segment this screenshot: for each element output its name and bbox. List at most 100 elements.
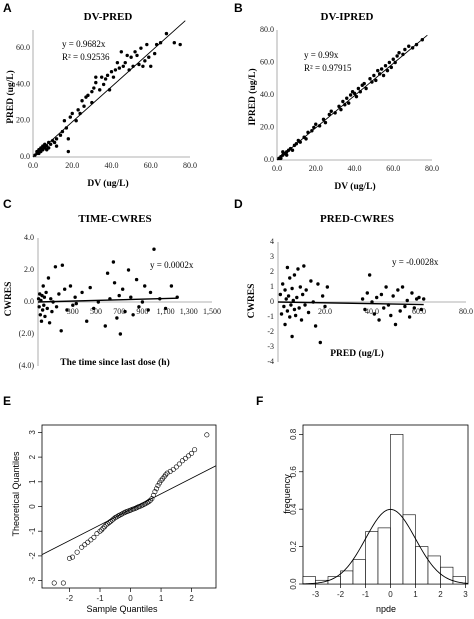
chart-d-point — [389, 313, 393, 318]
chart-c-point — [54, 305, 59, 309]
chart-c-point — [88, 285, 92, 290]
chart-d-point — [281, 282, 285, 286]
chart-a-point — [143, 59, 147, 63]
chart-b-point — [376, 68, 380, 73]
chart-a-point — [58, 133, 63, 137]
chart-d-equation: y = -0.0028x — [392, 257, 439, 267]
chart-d-point — [296, 267, 300, 271]
chart-f-y-tick-label: 0.6 — [289, 466, 298, 478]
chart-d-point — [282, 304, 286, 309]
chart-a-point — [80, 99, 84, 103]
chart-c-point — [134, 277, 139, 282]
chart-e-point — [85, 539, 91, 545]
chart-d-point — [377, 318, 381, 322]
chart-e-reference-line — [41, 465, 217, 556]
chart-d-point — [396, 288, 400, 292]
chart-a-x-tick-label: 80.0 — [183, 161, 197, 170]
chart-b-point — [383, 64, 388, 68]
chart-d-point — [313, 324, 318, 328]
chart-a-equation: y = 0.9682x — [62, 39, 106, 49]
chart-e-x-tick-label: 0 — [128, 594, 133, 603]
chart-a-point — [47, 146, 51, 150]
chart-d-point — [391, 294, 395, 298]
chart-d-point — [363, 307, 367, 312]
chart-e-point — [51, 580, 57, 586]
chart-c-point — [146, 308, 150, 312]
chart-b-x-tick-label: 40.0 — [348, 164, 362, 173]
chart-b-point — [377, 72, 382, 76]
chart-e-point — [108, 518, 114, 524]
chart-b-y-tick-label: 20.0 — [260, 122, 274, 131]
chart-c-point — [68, 284, 73, 288]
chart-d-point — [309, 279, 313, 283]
chart-e-point — [105, 521, 111, 527]
chart-d-y-tick-label: -3 — [267, 342, 274, 351]
chart-a-point — [60, 129, 65, 134]
chart-d-point — [316, 282, 320, 286]
chart-e-point — [192, 447, 198, 453]
chart-a-x-tick-label: 0.0 — [28, 161, 38, 170]
chart-e-y-tick-label: -2 — [28, 552, 37, 560]
chart-b-point — [379, 67, 384, 71]
chart-d-point — [370, 300, 374, 304]
chart-d-point — [320, 294, 325, 298]
chart-a-point — [52, 140, 57, 145]
chart-c-x-tick-label: 700 — [113, 307, 125, 316]
panel-label-b: B — [234, 1, 243, 15]
chart-d-point — [382, 306, 386, 310]
chart-d-point — [299, 318, 304, 322]
chart-d-x-tick-label: 60.0 — [412, 307, 426, 316]
chart-d-point — [367, 273, 372, 277]
chart-e-ylabel: Theoretical Quantiles — [11, 451, 21, 537]
chart-d-point — [288, 315, 292, 319]
chart-a-point — [119, 50, 124, 54]
chart-c-point — [57, 292, 61, 296]
chart-f-x-tick-label: -3 — [312, 590, 320, 599]
chart-d-point — [365, 291, 369, 295]
chart-b-point — [397, 51, 401, 55]
chart-e-point — [152, 489, 158, 495]
chart-b-point — [407, 44, 411, 48]
chart-e-point — [158, 478, 164, 484]
chart-b-point — [374, 78, 378, 83]
chart-e-y-tick-label: 3 — [28, 430, 37, 435]
chart-e-point — [164, 470, 170, 476]
chart-b-ylabel: IPRED (ug/L) — [247, 68, 258, 125]
chart-c-point — [112, 281, 117, 285]
chart-d-point — [419, 307, 424, 312]
chart-e-point — [146, 499, 152, 505]
chart-d-point — [283, 288, 287, 292]
chart-a-point — [74, 119, 78, 123]
chart-d-y-tick-label: 0 — [270, 297, 274, 306]
chart-a-point — [172, 41, 176, 45]
chart-d-point — [403, 304, 407, 309]
chart-a-point — [125, 53, 129, 58]
chart-a-point — [178, 42, 182, 47]
chart-c-x-tick-label: 300 — [67, 307, 79, 316]
chart-d-x-tick-label: 40.0 — [365, 307, 379, 316]
chart-c-point — [115, 316, 119, 320]
chart-c-point — [42, 303, 46, 307]
chart-c-point — [39, 319, 44, 323]
chart-b-point — [368, 77, 372, 81]
panel-label-f: F — [256, 394, 263, 408]
chart-d-y-tick-label: 2 — [270, 267, 274, 276]
chart-b-point — [385, 68, 390, 73]
chart-d-point — [384, 285, 388, 289]
chart-c-point — [118, 332, 123, 336]
chart-a-title: DV-PRED — [84, 11, 133, 23]
chart-d-point — [422, 297, 426, 301]
chart-b-point — [337, 104, 341, 109]
chart-c-x-tick-label: 1,100 — [157, 307, 175, 316]
chart-e-point — [114, 514, 120, 520]
chart-a-point — [149, 64, 153, 68]
chart-a-point — [121, 64, 125, 68]
chart-a-point — [66, 137, 71, 141]
chart-d-point — [300, 292, 305, 297]
chart-b-xlabel: DV (ug/L) — [334, 181, 375, 192]
chart-c-xlabel: The time since last dose (h) — [60, 357, 170, 368]
chart-a-point — [103, 77, 108, 81]
chart-d-point — [302, 264, 306, 268]
chart-b-x-tick-label: 0.0 — [272, 164, 282, 173]
chart-b-point — [358, 90, 363, 94]
